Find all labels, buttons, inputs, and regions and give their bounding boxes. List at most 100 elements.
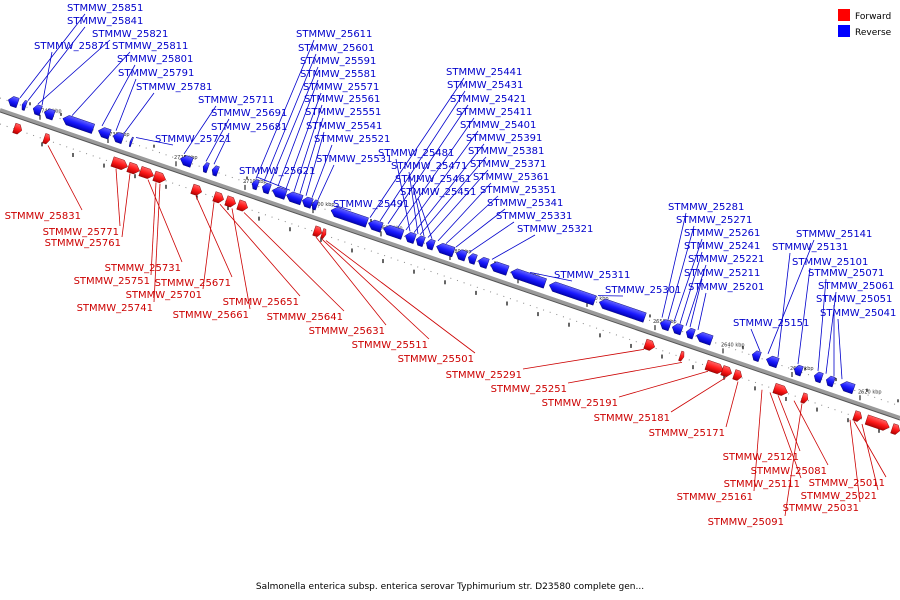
forward-gene-label: STMMW_25741 bbox=[77, 303, 153, 314]
forward-gene-label: STMMW_25731 bbox=[105, 263, 181, 274]
reverse-gene-label: STMMW_25571 bbox=[303, 82, 379, 93]
forward-leader-line bbox=[219, 204, 301, 297]
forward-gene-feature bbox=[772, 383, 788, 396]
reverse-leader-line bbox=[256, 176, 291, 191]
reverse-leader-line bbox=[387, 104, 469, 224]
forward-leader-line bbox=[315, 236, 387, 326]
forward-gene-feature bbox=[890, 423, 900, 435]
legend-forward-swatch bbox=[838, 9, 850, 21]
reverse-gene-feature bbox=[456, 249, 468, 262]
forward-leader-line bbox=[47, 145, 83, 211]
reverse-gene-label: STMMW_25841 bbox=[67, 16, 143, 27]
forward-gene-label: STMMW_25081 bbox=[751, 466, 827, 477]
reverse-leader-line bbox=[491, 234, 536, 260]
figure-caption: Salmonella enterica subsp. enterica sero… bbox=[256, 582, 644, 592]
reverse-gene-label: STMMW_25801 bbox=[117, 54, 193, 65]
reverse-leader-line bbox=[817, 278, 827, 371]
reverse-gene-label: STMMW_25711 bbox=[198, 95, 274, 106]
reverse-gene-feature bbox=[202, 162, 210, 174]
reverse-gene-feature bbox=[599, 298, 647, 323]
forward-gene-feature bbox=[732, 369, 743, 381]
axis-tick-label: 2620 kbp bbox=[858, 389, 882, 395]
reverse-leader-line bbox=[395, 158, 411, 232]
reverse-leader-line bbox=[269, 66, 319, 184]
reverse-leader-line bbox=[41, 51, 53, 106]
forward-leader-line bbox=[567, 361, 683, 384]
reverse-gene-label: STMMW_25421 bbox=[450, 94, 526, 105]
forward-gene-label: STMMW_25771 bbox=[43, 227, 119, 238]
forward-leader-line bbox=[195, 195, 233, 278]
reverse-leader-line bbox=[299, 117, 324, 194]
reverse-gene-label: STMMW_25811 bbox=[112, 41, 188, 52]
reverse-leader-line bbox=[667, 225, 695, 320]
reverse-gene-feature bbox=[251, 179, 260, 191]
reverse-leader-line bbox=[529, 271, 573, 282]
reverse-leader-line bbox=[27, 26, 86, 101]
reverse-leader-line bbox=[263, 53, 317, 182]
reverse-gene-label: STMMW_25611 bbox=[296, 29, 372, 40]
forward-gene-feature bbox=[212, 191, 224, 204]
forward-gene-feature bbox=[224, 195, 236, 208]
reverse-gene-label: STMMW_25871 bbox=[34, 41, 110, 52]
label-leaders bbox=[19, 13, 887, 517]
reverse-leader-line bbox=[135, 137, 174, 146]
legend-reverse-label: Reverse bbox=[855, 28, 892, 38]
forward-leader-line bbox=[115, 168, 121, 227]
forward-gene-label: STMMW_25031 bbox=[783, 503, 859, 514]
reverse-gene-label: STMMW_25301 bbox=[605, 285, 681, 296]
forward-gene-feature bbox=[110, 156, 128, 170]
forward-leader-line bbox=[618, 370, 709, 398]
reverse-gene-label: STMMW_25071 bbox=[808, 268, 884, 279]
reverse-gene-label: STMMW_25351 bbox=[480, 185, 556, 196]
forward-gene-feature bbox=[800, 392, 809, 404]
forward-gene-feature bbox=[126, 161, 140, 175]
reverse-gene-feature bbox=[8, 96, 20, 109]
reverse-gene-label: STMMW_25621 bbox=[239, 166, 315, 177]
forward-gene-label: STMMW_25701 bbox=[126, 290, 202, 301]
reverse-gene-label: STMMW_25531 bbox=[316, 154, 392, 165]
reverse-gene-feature bbox=[467, 253, 478, 265]
axis-tick-label: 2640 kbp bbox=[721, 342, 745, 348]
gene-features bbox=[8, 96, 900, 435]
reverse-gene-label: STMMW_25551 bbox=[305, 107, 381, 118]
forward-gene-label: STMMW_25651 bbox=[223, 297, 299, 308]
forward-leader-line bbox=[243, 212, 345, 312]
reverse-gene-label: STMMW_25041 bbox=[820, 308, 896, 319]
reverse-gene-label: STMMW_25311 bbox=[554, 270, 630, 281]
forward-gene-label: STMMW_25251 bbox=[491, 384, 567, 395]
reverse-gene-feature bbox=[211, 165, 220, 177]
reverse-gene-label: STMMW_25241 bbox=[684, 241, 760, 252]
reverse-gene-label: STMMW_25521 bbox=[314, 134, 390, 145]
forward-gene-label: STMMW_25671 bbox=[155, 278, 231, 289]
reverse-gene-feature bbox=[813, 371, 824, 384]
reverse-leader-line bbox=[115, 78, 137, 131]
forward-gene-label: STMMW_25641 bbox=[267, 312, 343, 323]
reverse-leader-line bbox=[19, 13, 86, 99]
reverse-gene-label: STMMW_25331 bbox=[496, 211, 572, 222]
reverse-gene-label: STMMW_25591 bbox=[300, 56, 376, 67]
reverse-leader-line bbox=[317, 164, 335, 200]
reverse-leader-line bbox=[405, 130, 479, 231]
reverse-gene-label: STMMW_25201 bbox=[688, 282, 764, 293]
reverse-gene-label: STMMW_25221 bbox=[688, 254, 764, 265]
reverse-gene-feature bbox=[672, 323, 684, 336]
reverse-gene-feature bbox=[286, 191, 304, 206]
reverse-gene-feature bbox=[405, 232, 417, 244]
reverse-leader-line bbox=[685, 264, 707, 326]
forward-gene-label: STMMW_25831 bbox=[5, 211, 81, 222]
reverse-gene-label: STMMW_25561 bbox=[304, 94, 380, 105]
reverse-gene-feature bbox=[751, 350, 762, 362]
reverse-gene-label: STMMW_25691 bbox=[211, 108, 287, 119]
reverse-gene-feature bbox=[696, 331, 714, 346]
reverse-leader-line bbox=[777, 252, 791, 358]
reverse-gene-label: STMMW_25341 bbox=[487, 198, 563, 209]
reverse-leader-line bbox=[379, 90, 466, 222]
forward-leader-line bbox=[861, 423, 879, 491]
reverse-gene-feature bbox=[766, 355, 780, 369]
reverse-leader-line bbox=[293, 104, 323, 192]
reverse-gene-label: STMMW_25061 bbox=[818, 281, 894, 292]
legend-reverse-swatch bbox=[838, 25, 850, 37]
reverse-gene-feature bbox=[685, 327, 696, 340]
forward-leader-line bbox=[231, 208, 251, 310]
